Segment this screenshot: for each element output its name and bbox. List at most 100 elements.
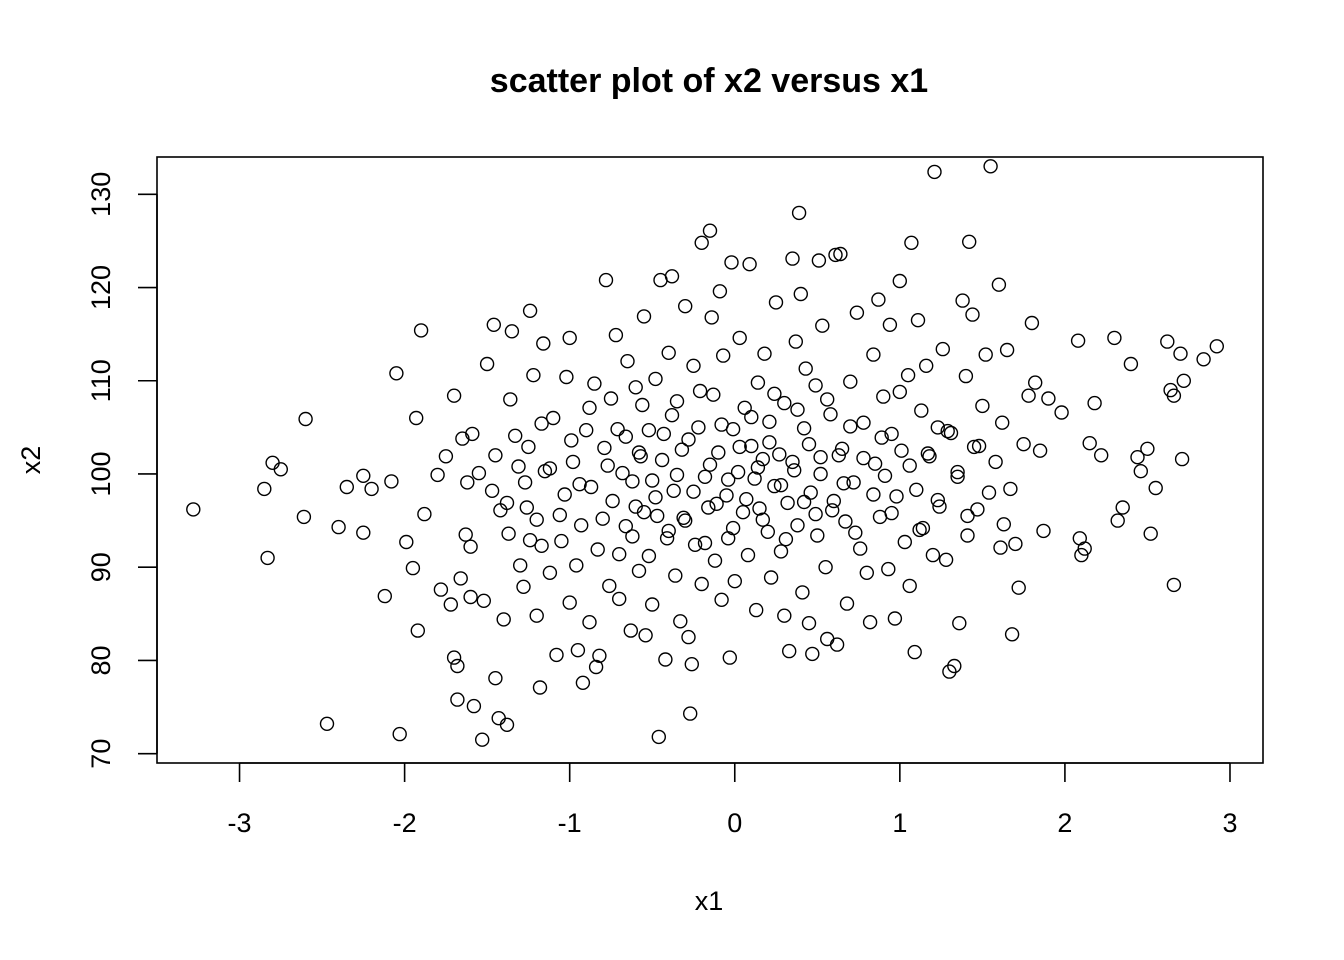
data-point <box>1209 339 1225 354</box>
data-point <box>777 608 792 623</box>
data-point <box>995 415 1010 430</box>
chart-title: scatter plot of x2 versus x1 <box>490 62 928 100</box>
y-tick-label: 70 <box>86 739 116 769</box>
data-point <box>867 456 883 471</box>
data-point <box>273 462 288 477</box>
data-point <box>697 535 713 551</box>
data-point <box>1110 513 1125 528</box>
data-point <box>522 303 538 318</box>
data-point <box>853 541 868 556</box>
data-point <box>947 658 962 674</box>
data-point <box>919 358 934 373</box>
data-point <box>1115 500 1130 515</box>
data-point <box>392 726 407 742</box>
data-point <box>562 595 577 610</box>
data-point <box>684 657 699 672</box>
data-point <box>1003 481 1018 497</box>
data-point <box>955 293 970 308</box>
data-point <box>356 525 371 540</box>
data-point <box>559 369 574 385</box>
data-point <box>820 631 835 647</box>
data-point <box>631 563 647 579</box>
data-point <box>952 616 967 631</box>
data-point <box>730 464 746 480</box>
data-point <box>623 623 638 638</box>
data-point <box>815 318 830 333</box>
data-point <box>1123 356 1139 372</box>
data-point <box>582 615 597 630</box>
data-point <box>996 517 1011 532</box>
data-point <box>915 520 931 536</box>
data-point <box>511 459 526 474</box>
data-point <box>780 495 795 511</box>
data-point <box>554 533 569 549</box>
data-point <box>513 558 528 573</box>
data-point <box>433 582 449 597</box>
data-point <box>674 442 690 457</box>
data-point <box>466 698 482 714</box>
data-point <box>479 356 495 372</box>
data-point <box>798 361 813 376</box>
x-axis-label: x1 <box>695 886 724 916</box>
data-point <box>712 284 728 299</box>
data-point <box>588 659 604 675</box>
data-point <box>562 330 577 346</box>
data-point <box>410 623 425 638</box>
x-tick-label: -2 <box>393 808 417 838</box>
data-point <box>460 475 475 490</box>
data-point <box>486 317 501 332</box>
data-point <box>882 317 898 332</box>
data-point <box>417 506 432 522</box>
data-point <box>458 527 473 542</box>
data-point <box>645 473 660 488</box>
data-point <box>661 345 676 360</box>
data-point <box>602 578 617 594</box>
data-point <box>669 394 685 409</box>
data-point <box>265 455 280 470</box>
data-point <box>503 392 518 407</box>
data-point <box>978 347 993 362</box>
data-point <box>356 468 371 483</box>
data-point <box>532 680 548 695</box>
data-point <box>574 518 589 533</box>
data-point <box>762 414 777 429</box>
data-points <box>186 159 1225 747</box>
data-point <box>600 458 615 473</box>
data-point <box>569 558 584 573</box>
data-point <box>650 508 665 524</box>
data-point <box>565 454 581 470</box>
data-point <box>884 505 899 521</box>
data-point <box>496 612 511 627</box>
data-point <box>831 448 846 463</box>
data-point <box>966 439 982 455</box>
data-point <box>790 518 805 533</box>
data-point <box>942 664 957 679</box>
data-point <box>808 506 823 522</box>
data-point <box>697 469 713 484</box>
data-point <box>475 732 490 747</box>
data-point <box>744 438 759 454</box>
data-point <box>654 452 670 468</box>
data-point <box>603 391 619 406</box>
data-point <box>694 576 709 592</box>
data-point <box>534 538 549 553</box>
y-tick-label: 130 <box>86 172 116 217</box>
data-point <box>1148 480 1163 496</box>
data-point <box>727 574 742 589</box>
data-point <box>669 467 685 483</box>
x-tick-label: 1 <box>892 808 907 838</box>
data-point <box>1140 441 1155 456</box>
data-point <box>950 469 965 484</box>
data-point <box>714 417 729 432</box>
data-point <box>724 255 739 270</box>
data-point <box>364 481 379 497</box>
data-point <box>813 450 828 465</box>
data-point <box>749 602 764 618</box>
data-point <box>668 568 683 583</box>
data-point <box>839 596 855 611</box>
data-point <box>702 223 718 238</box>
data-point <box>446 388 462 403</box>
data-point <box>960 528 975 543</box>
data-point <box>889 489 904 504</box>
data-point <box>384 474 399 489</box>
